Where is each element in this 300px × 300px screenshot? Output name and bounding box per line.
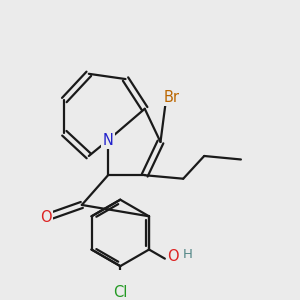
Text: N: N bbox=[103, 133, 113, 148]
Text: O: O bbox=[167, 249, 178, 264]
Text: Br: Br bbox=[164, 90, 180, 105]
Text: H: H bbox=[183, 248, 193, 261]
Text: O: O bbox=[40, 210, 52, 225]
Text: Cl: Cl bbox=[113, 285, 127, 300]
